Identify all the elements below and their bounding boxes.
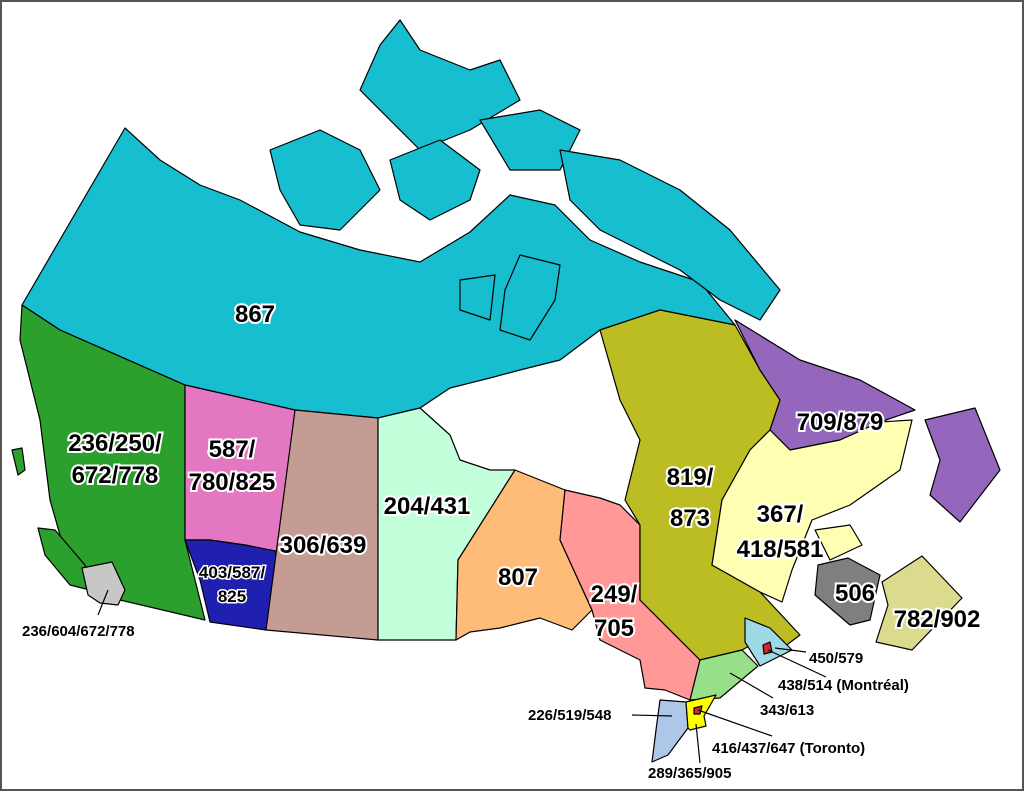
leader-450: [774, 647, 807, 653]
region-867[interactable]: [21, 19, 781, 419]
label-450: 450/579: [809, 650, 863, 667]
region-613[interactable]: [689, 649, 759, 701]
label-780-l1: 587/: [209, 436, 256, 463]
label-506: 506: [835, 580, 875, 607]
label-418-l2: 418/581: [737, 536, 824, 563]
label-514: 438/514 (Montréal): [778, 677, 909, 694]
label-604: 236/604/672/778: [22, 623, 135, 640]
leader-514: [767, 649, 827, 678]
label-705-l2: 705: [594, 615, 634, 642]
label-250-l2: 672/778: [72, 462, 159, 489]
leader-604: [97, 589, 109, 616]
region-204[interactable]: [377, 407, 516, 641]
leader-905: [695, 723, 701, 764]
label-705-l1: 249/: [591, 581, 638, 608]
label-780-l2: 780/825: [189, 469, 276, 496]
label-709: 709/879: [797, 409, 884, 436]
region-514[interactable]: [762, 641, 773, 655]
region-905[interactable]: [685, 694, 717, 731]
label-819-l2: 873: [670, 505, 710, 532]
label-204: 204/431: [384, 493, 471, 520]
region-782-902[interactable]: [875, 555, 963, 651]
label-807: 807: [498, 564, 538, 591]
label-819-l1: 819/: [667, 464, 714, 491]
label-867: 867: [235, 301, 275, 328]
label-418-l1: 367/: [757, 501, 804, 528]
label-613: 343/613: [760, 702, 814, 719]
region-705[interactable]: [559, 489, 701, 701]
label-902: 782/902: [894, 606, 981, 633]
haida-gwaii: [11, 447, 26, 476]
leader-416: [697, 709, 773, 737]
region-418[interactable]: [711, 419, 913, 603]
label-416: 416/437/647 (Toronto): [712, 740, 865, 757]
label-519: 226/519/548: [528, 707, 611, 724]
label-306: 306/639: [280, 532, 367, 559]
gaspe: [814, 524, 863, 561]
label-250-l1: 236/250/: [68, 430, 162, 457]
leader-613: [729, 672, 774, 699]
region-236-604[interactable]: [81, 561, 126, 606]
leader-519: [631, 714, 673, 717]
region-506[interactable]: [814, 557, 881, 626]
newfoundland: [924, 407, 1001, 523]
label-905: 289/365/905: [648, 765, 731, 782]
label-403-l1: 403/587/: [199, 563, 265, 582]
label-403-l2: 825: [218, 587, 246, 606]
